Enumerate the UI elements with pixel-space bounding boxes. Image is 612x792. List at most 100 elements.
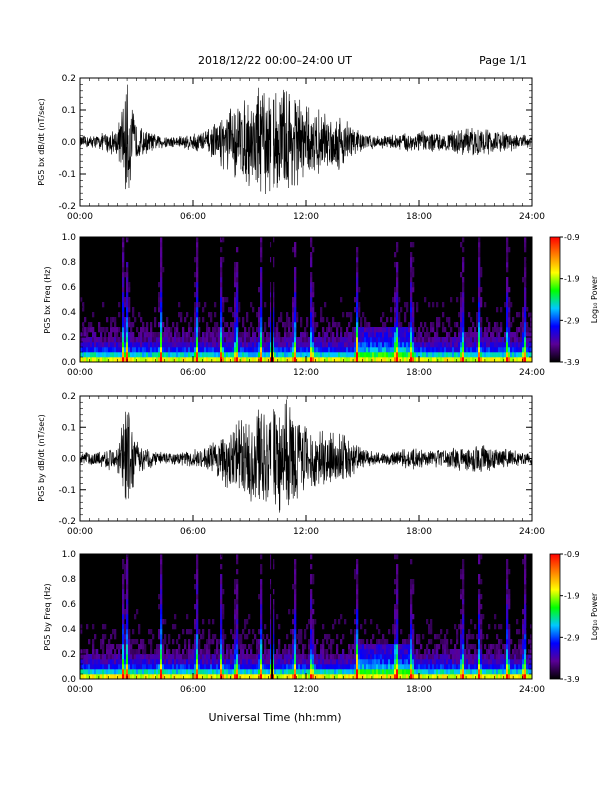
spectrogram-cell xyxy=(384,649,387,655)
spectrogram-cell xyxy=(258,654,261,660)
spectrogram-cell xyxy=(220,649,223,655)
spectrogram-cell xyxy=(216,337,219,343)
spectrogram-cell xyxy=(282,352,285,358)
spectrogram-cell xyxy=(300,347,303,353)
spectrogram-cell xyxy=(142,654,145,660)
spectrogram-cell xyxy=(400,659,403,665)
spectrogram-cell xyxy=(506,644,509,650)
spectrogram-cell xyxy=(190,357,193,363)
spectrogram-cell xyxy=(480,317,483,323)
spectrogram-cell xyxy=(300,659,303,665)
spectrogram-cell xyxy=(510,332,513,338)
spectrogram-cell xyxy=(486,649,489,655)
spectrogram-cell xyxy=(478,559,481,565)
spectrogram-cell xyxy=(348,659,351,665)
spectrogram-cell xyxy=(294,272,297,278)
spectrogram-cell xyxy=(180,337,183,343)
spectrogram-cell xyxy=(454,674,457,680)
spectrogram-cell xyxy=(462,237,465,243)
spectrogram-cell xyxy=(138,659,141,665)
spectrogram-cell xyxy=(266,347,269,353)
spectrogram-cell xyxy=(478,574,481,580)
spectrogram-cell xyxy=(230,664,233,670)
spectrogram-cell xyxy=(86,342,89,348)
spectrogram-cell xyxy=(310,312,313,318)
spectrogram-cell xyxy=(260,624,263,630)
spectrogram-cell xyxy=(526,664,529,670)
spectrogram-cell xyxy=(506,322,509,328)
spectrogram-cell xyxy=(86,332,89,338)
spectrogram-cell xyxy=(122,664,125,670)
spectrogram-cell xyxy=(220,629,223,635)
spectrogram-cell xyxy=(170,352,173,358)
spectrogram-cell xyxy=(360,322,363,328)
spectrogram-cell xyxy=(244,674,247,680)
spectrogram-cell xyxy=(174,654,177,660)
spectrogram-cell xyxy=(412,584,415,590)
spectrogram-cell xyxy=(354,649,357,655)
spectrogram-cell xyxy=(174,659,177,665)
spectrogram-cell xyxy=(310,287,313,293)
spectrogram-cell xyxy=(362,357,365,363)
spectrogram-cell xyxy=(436,317,439,323)
spectrogram-cell xyxy=(104,654,107,660)
spectrogram-cell xyxy=(426,664,429,670)
spectrogram-cell xyxy=(254,357,257,363)
spectrogram-cell xyxy=(502,654,505,660)
spectrogram-cell xyxy=(260,589,263,595)
spectrogram-cell xyxy=(274,352,277,358)
spectrogram-cell xyxy=(480,639,483,645)
spectrogram-cell xyxy=(504,332,507,338)
spectrogram-cell xyxy=(416,659,419,665)
spectrogram-cell xyxy=(338,352,341,358)
spectrogram-cell xyxy=(430,639,433,645)
spectrogram-cell xyxy=(114,649,117,655)
spectrogram-cell xyxy=(238,639,241,645)
spectrogram-cell xyxy=(382,337,385,343)
spectrogram-cell xyxy=(236,292,239,298)
spectrogram-cell xyxy=(240,654,243,660)
spectrogram-cell xyxy=(430,654,433,660)
spectrogram-cell xyxy=(94,634,97,640)
spectrogram-cell xyxy=(332,332,335,338)
spectrogram-cell xyxy=(100,669,103,675)
spectrogram-cell xyxy=(226,332,229,338)
spectrogram-cell xyxy=(324,352,327,358)
spectrogram-cell xyxy=(452,659,455,665)
spectrogram-cell xyxy=(324,302,327,308)
spectrogram-cell xyxy=(410,322,413,328)
spectrogram-cell xyxy=(240,664,243,670)
spectrogram-cell xyxy=(236,357,239,363)
spectrogram-cell xyxy=(436,649,439,655)
spectrogram-cell xyxy=(154,664,157,670)
spectrogram-cell xyxy=(338,322,341,328)
spectrogram-cell xyxy=(368,352,371,358)
spectrogram-cell xyxy=(316,357,319,363)
spectrogram-cell xyxy=(264,639,267,645)
spectrogram-cell xyxy=(286,654,289,660)
spectrogram-cell xyxy=(352,347,355,353)
spectrogram-cell xyxy=(430,624,433,630)
spectrogram-cell xyxy=(490,342,493,348)
spectrogram-cell xyxy=(240,342,243,348)
spectrogram-cell xyxy=(442,322,445,328)
spectrogram-cell xyxy=(126,644,129,650)
spectrogram-cell xyxy=(226,347,229,353)
spectrogram-cell xyxy=(370,654,373,660)
spectrogram-cell xyxy=(100,659,103,665)
spectrogram-cell xyxy=(222,604,225,610)
spectrogram-cell xyxy=(462,584,465,590)
spectrogram-cell xyxy=(258,594,261,600)
spectrogram-cell xyxy=(272,312,275,318)
spectrogram-cell xyxy=(398,659,401,665)
spectrogram-cell xyxy=(188,639,191,645)
spectrogram-cell xyxy=(312,624,315,630)
spectrogram-cell xyxy=(154,342,157,348)
spectrogram-cell xyxy=(322,357,325,363)
spectrogram-cell xyxy=(126,327,129,333)
spectrogram-cell xyxy=(406,332,409,338)
spectrogram-cell xyxy=(446,649,449,655)
x-axis-label: Universal Time (hh:mm) xyxy=(209,711,342,724)
colorbar-tick-label: -0.9 xyxy=(564,550,580,559)
spectrogram-cell xyxy=(404,649,407,655)
